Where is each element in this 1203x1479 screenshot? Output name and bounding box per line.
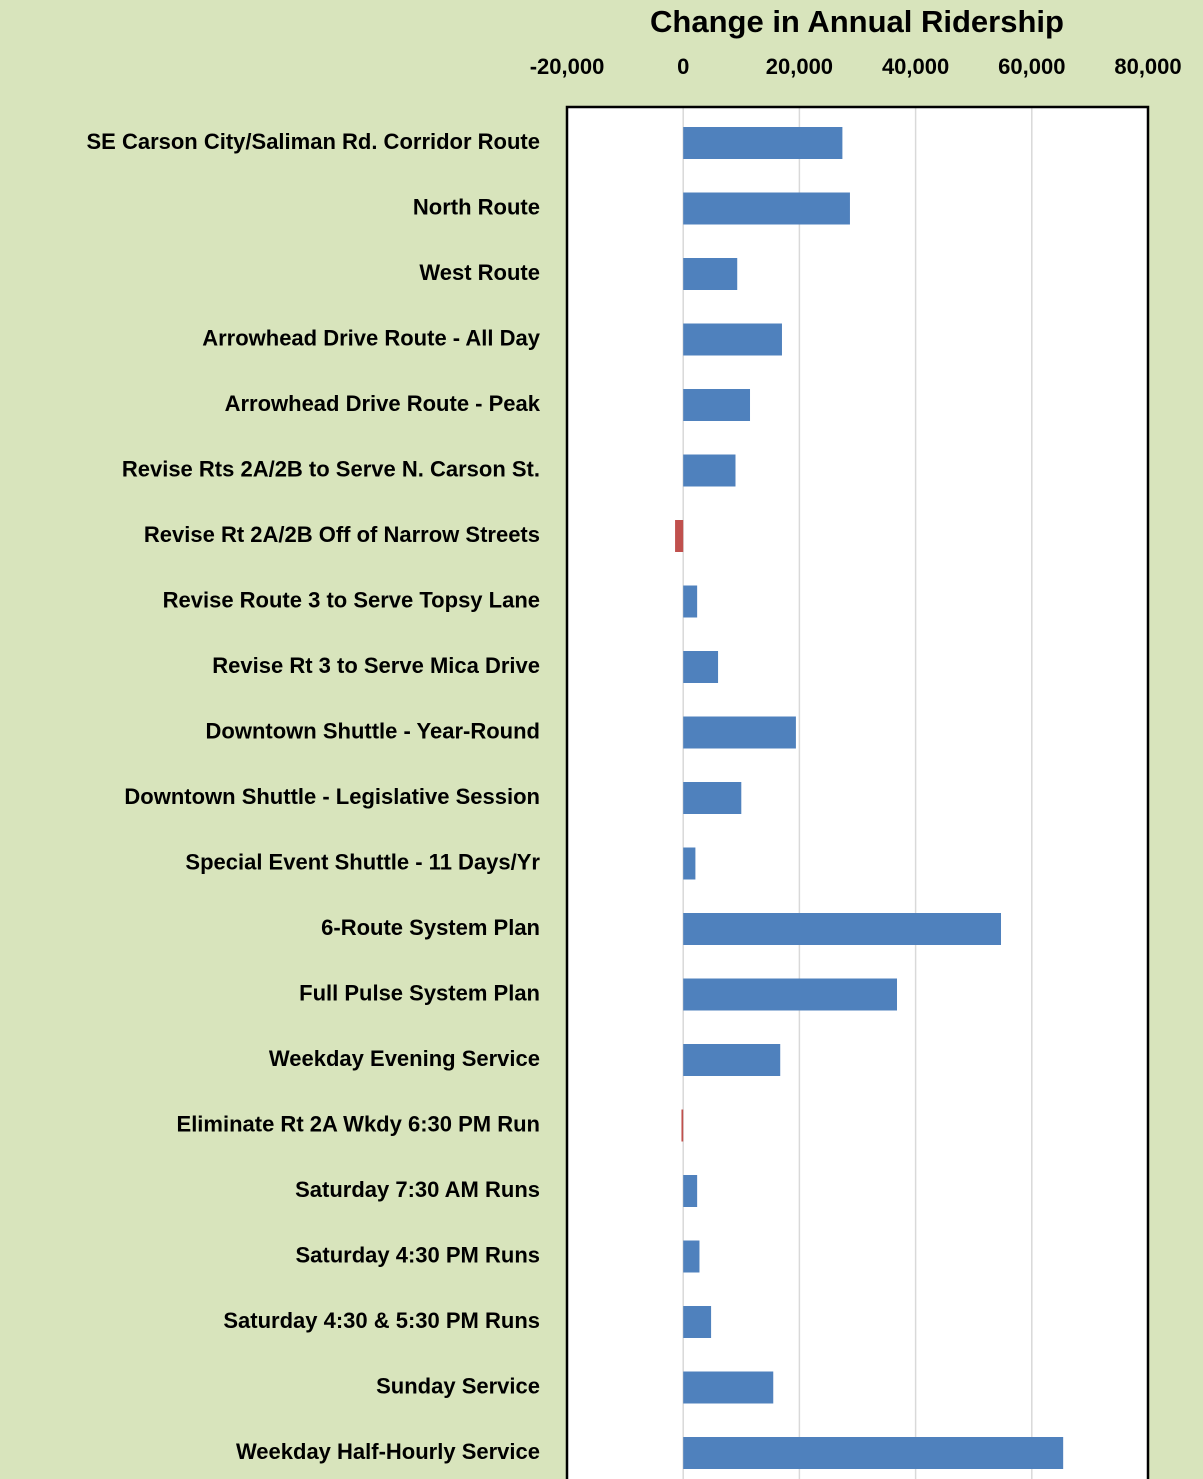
y-tick-label: Special Event Shuttle - 11 Days/Yr [185, 849, 540, 874]
bar [683, 192, 850, 225]
bar [683, 651, 719, 683]
bar [683, 585, 698, 618]
y-tick-label: Saturday 4:30 & 5:30 PM Runs [223, 1308, 540, 1333]
y-tick-label: 6-Route System Plan [321, 915, 540, 940]
bar [683, 1437, 1064, 1469]
y-tick-label: Saturday 7:30 AM Runs [295, 1177, 540, 1202]
bar [683, 323, 782, 356]
bar [683, 389, 751, 421]
y-tick-label: SE Carson City/Saliman Rd. Corridor Rout… [86, 129, 540, 154]
x-tick-label: 20,000 [766, 54, 833, 79]
y-tick-label: Weekday Half-Hourly Service [236, 1439, 540, 1464]
y-tick-label: Revise Rt 3 to Serve Mica Drive [212, 653, 540, 678]
bar [683, 978, 898, 1011]
y-tick-label: Full Pulse System Plan [299, 980, 540, 1005]
y-tick-label: Saturday 4:30 PM Runs [295, 1242, 540, 1267]
y-tick-label: Downtown Shuttle - Legislative Session [124, 784, 540, 809]
bar [683, 716, 796, 749]
bar [681, 1109, 684, 1142]
y-tick-label: North Route [413, 194, 540, 219]
bar [683, 913, 1002, 945]
bar [683, 1371, 774, 1404]
y-tick-label: Eliminate Rt 2A Wkdy 6:30 PM Run [177, 1111, 540, 1136]
bar [683, 1240, 700, 1273]
bar [683, 1175, 698, 1207]
bar [683, 847, 696, 880]
bar [683, 782, 742, 814]
y-tick-label: West Route [419, 260, 540, 285]
x-tick-label: -20,000 [530, 54, 605, 79]
y-tick-label: Downtown Shuttle - Year-Round [206, 718, 540, 743]
y-tick-label: Revise Rts 2A/2B to Serve N. Carson St. [122, 456, 540, 481]
bar [683, 1044, 781, 1076]
y-tick-label: Sunday Service [376, 1373, 540, 1398]
plot-area [567, 107, 1148, 1479]
bar [683, 258, 738, 290]
x-tick-label: 0 [677, 54, 689, 79]
bar [675, 520, 684, 552]
y-tick-label: Weekday Evening Service [269, 1046, 540, 1071]
y-tick-label: Arrowhead Drive Route - Peak [225, 391, 541, 416]
x-tick-label: 80,000 [1114, 54, 1181, 79]
plot-frame [565, 105, 1150, 1479]
bar [683, 1306, 712, 1338]
bar [683, 127, 843, 159]
chart-title: Change in Annual Ridership [650, 4, 1064, 39]
y-tick-label: Arrowhead Drive Route - All Day [202, 325, 541, 350]
y-tick-label: Revise Route 3 to Serve Topsy Lane [163, 587, 540, 612]
x-tick-label: 40,000 [882, 54, 949, 79]
bar [683, 454, 736, 487]
x-tick-label: 60,000 [998, 54, 1065, 79]
y-tick-label: Revise Rt 2A/2B Off of Narrow Streets [144, 522, 540, 547]
